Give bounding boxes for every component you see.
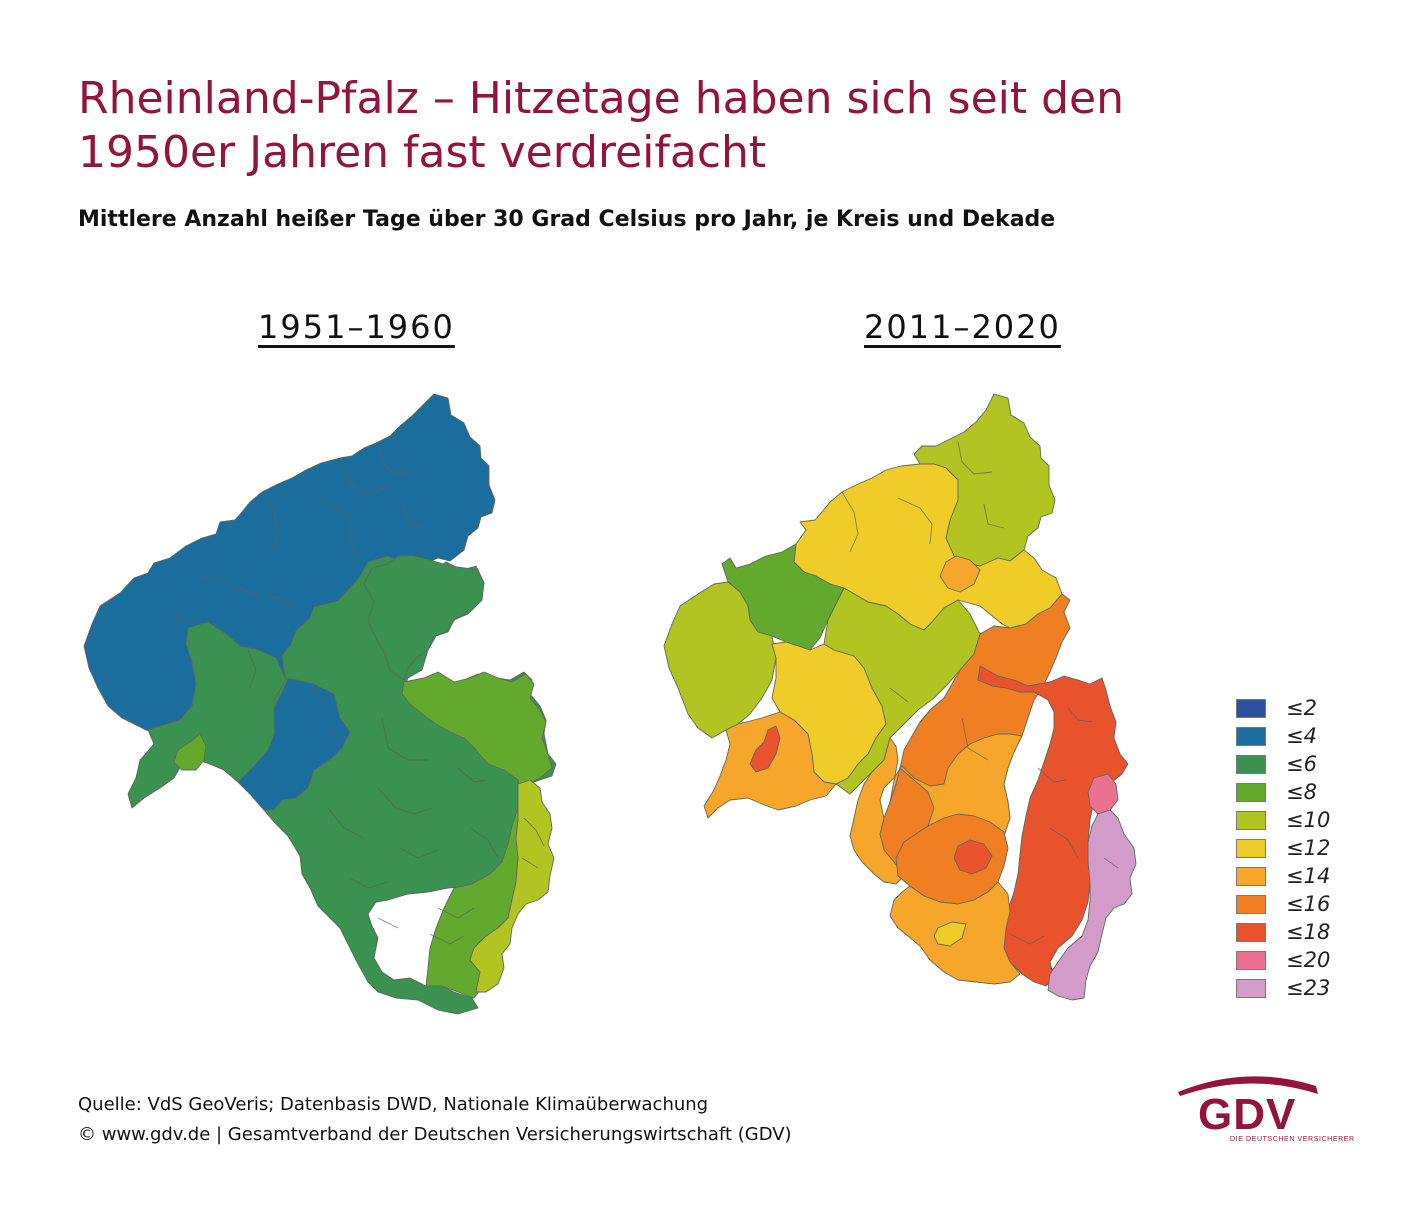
map-label-2011-2020: 2011–2020 bbox=[864, 308, 1061, 346]
copyright-line: © www.gdv.de | Gesamtverband der Deutsch… bbox=[78, 1124, 792, 1145]
legend-item: ≤18 bbox=[1236, 918, 1356, 946]
legend-item: ≤16 bbox=[1236, 890, 1356, 918]
legend-swatch bbox=[1236, 866, 1266, 886]
legend-label: ≤8 bbox=[1286, 780, 1317, 804]
legend-item: ≤2 bbox=[1236, 694, 1356, 722]
legend-item: ≤10 bbox=[1236, 806, 1356, 834]
region-north-orange-patch bbox=[939, 555, 981, 593]
map-label-1951-1960: 1951–1960 bbox=[258, 308, 455, 346]
legend-item: ≤12 bbox=[1236, 834, 1356, 862]
legend-swatch bbox=[1236, 922, 1266, 942]
legend-swatch bbox=[1236, 782, 1266, 802]
legend-item: ≤8 bbox=[1236, 778, 1356, 806]
region-west-island bbox=[173, 733, 207, 771]
legend-label: ≤14 bbox=[1286, 864, 1331, 888]
region-centre-red-patch bbox=[953, 839, 993, 875]
region-west-red-patch bbox=[749, 725, 781, 773]
legend-item: ≤6 bbox=[1236, 750, 1356, 778]
legend-item: ≤20 bbox=[1236, 946, 1356, 974]
legend-label: ≤10 bbox=[1286, 808, 1331, 832]
region-east-lavender bbox=[1047, 809, 1137, 1001]
logo-swoosh-icon bbox=[1178, 1076, 1318, 1096]
legend-item: ≤4 bbox=[1236, 722, 1356, 750]
region-west-green bbox=[127, 621, 287, 809]
legend-item: ≤14 bbox=[1236, 862, 1356, 890]
region-east-red bbox=[977, 665, 1129, 987]
legend-swatch bbox=[1236, 894, 1266, 914]
legend-swatch bbox=[1236, 950, 1266, 970]
legend-label: ≤23 bbox=[1286, 976, 1331, 1000]
map-2011-2020 bbox=[663, 393, 1137, 1001]
legend-label: ≤4 bbox=[1286, 724, 1317, 748]
region-north-east-green bbox=[363, 555, 485, 681]
legend-swatch bbox=[1236, 810, 1266, 830]
title-line-1: Rheinland-Pfalz – Hitzetage haben sich s… bbox=[78, 73, 1125, 124]
legend-label: ≤20 bbox=[1286, 948, 1331, 972]
logo-wordmark: GDV bbox=[1198, 1090, 1297, 1139]
legend-swatch bbox=[1236, 726, 1266, 746]
title-line-2: 1950er Jahren fast verdreifacht bbox=[78, 127, 767, 178]
map-1951-1960 bbox=[83, 393, 557, 1015]
legend-item: ≤23 bbox=[1236, 974, 1356, 1002]
source-line: Quelle: VdS GeoVeris; Datenbasis DWD, Na… bbox=[78, 1094, 709, 1115]
legend-swatch bbox=[1236, 754, 1266, 774]
legend-swatch bbox=[1236, 698, 1266, 718]
legend-label: ≤16 bbox=[1286, 892, 1331, 916]
region-south-yellow-patch bbox=[933, 921, 967, 947]
inner-boundaries-right bbox=[841, 441, 1119, 945]
footer: Quelle: VdS GeoVeris; Datenbasis DWD, Na… bbox=[78, 1090, 792, 1150]
legend-label: ≤6 bbox=[1286, 752, 1317, 776]
logo-tagline: DIE DEUTSCHEN VERSICHERER bbox=[1230, 1136, 1355, 1143]
gdv-logo: GDV DIE DEUTSCHEN VERSICHERER bbox=[1176, 1070, 1354, 1150]
region-east-strip bbox=[469, 779, 555, 993]
legend-swatch bbox=[1236, 978, 1266, 998]
legend-label: ≤2 bbox=[1286, 696, 1317, 720]
legend-swatch bbox=[1236, 838, 1266, 858]
legend-label: ≤12 bbox=[1286, 836, 1331, 860]
chart-subtitle: Mittlere Anzahl heißer Tage über 30 Grad… bbox=[78, 207, 1056, 232]
legend-label: ≤18 bbox=[1286, 920, 1331, 944]
chart-title: Rheinland-Pfalz – Hitzetage haben sich s… bbox=[78, 72, 1278, 180]
inner-boundaries-left bbox=[169, 441, 545, 945]
